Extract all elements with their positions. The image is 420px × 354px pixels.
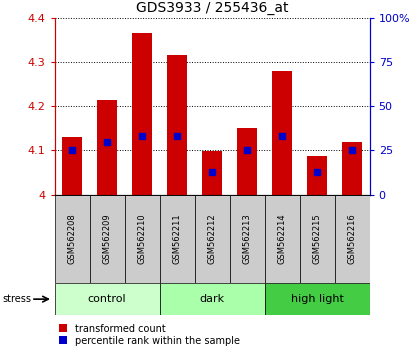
Bar	[237, 128, 257, 195]
Text: GSM562209: GSM562209	[102, 213, 112, 264]
Text: GSM562212: GSM562212	[207, 213, 217, 264]
Text: GSM562216: GSM562216	[348, 213, 357, 264]
Bar	[307, 156, 327, 195]
Bar	[132, 33, 152, 195]
Bar	[335, 195, 370, 283]
Title: GDS3933 / 255436_at: GDS3933 / 255436_at	[136, 1, 289, 15]
Bar	[273, 71, 292, 195]
Text: stress: stress	[2, 294, 31, 304]
Bar	[265, 195, 299, 283]
Legend: transformed count, percentile rank within the sample: transformed count, percentile rank withi…	[60, 324, 240, 346]
Bar	[55, 283, 160, 315]
Bar	[160, 195, 194, 283]
Text: GSM562211: GSM562211	[173, 213, 181, 264]
Bar	[299, 195, 335, 283]
Text: GSM562214: GSM562214	[278, 213, 286, 264]
Text: high light: high light	[291, 294, 344, 304]
Bar	[194, 195, 230, 283]
Bar	[55, 195, 89, 283]
Bar	[97, 99, 117, 195]
Bar	[125, 195, 160, 283]
Bar	[202, 152, 222, 195]
Bar	[63, 137, 82, 195]
Bar	[230, 195, 265, 283]
Bar	[160, 283, 265, 315]
Bar	[168, 55, 187, 195]
Text: GSM562215: GSM562215	[312, 213, 322, 264]
Text: GSM562213: GSM562213	[243, 213, 252, 264]
Text: GSM562208: GSM562208	[68, 213, 76, 264]
Bar	[265, 283, 370, 315]
Bar	[89, 195, 125, 283]
Text: control: control	[88, 294, 126, 304]
Bar	[342, 142, 362, 195]
Text: dark: dark	[200, 294, 225, 304]
Text: GSM562210: GSM562210	[138, 213, 147, 264]
